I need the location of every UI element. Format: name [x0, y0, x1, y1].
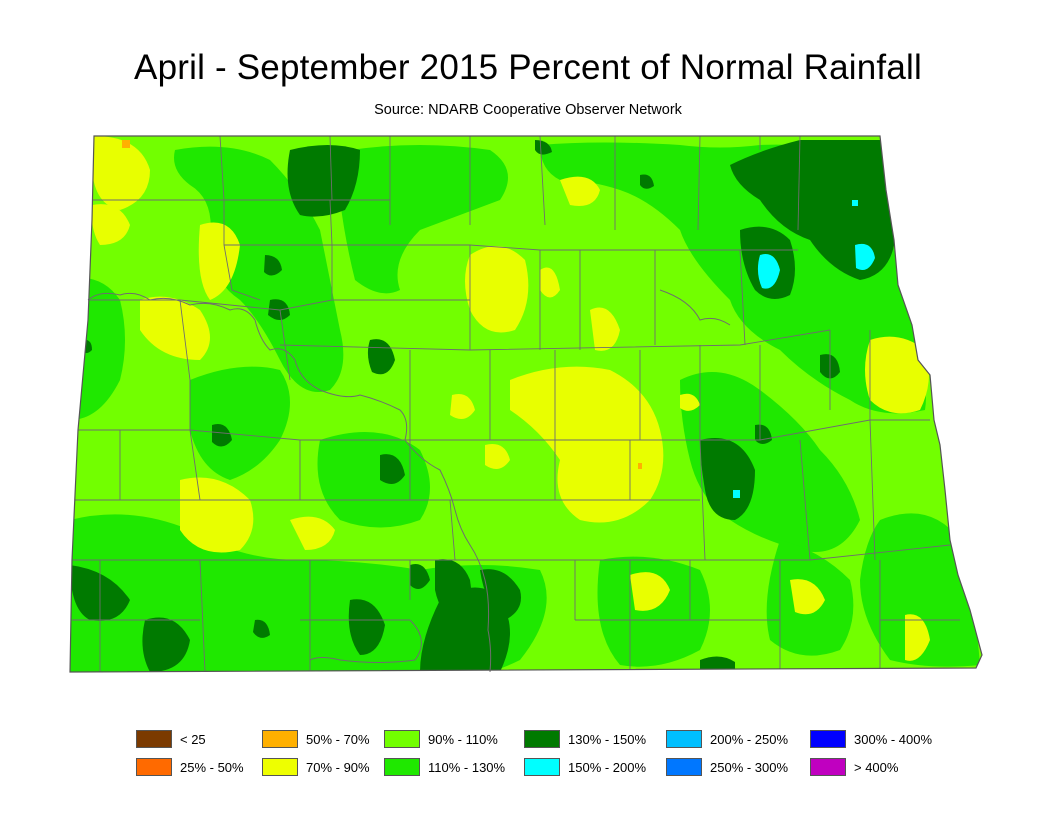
- legend-swatch: [384, 758, 420, 776]
- legend-item: 50% - 70%: [262, 730, 370, 748]
- well-above-normal-regions: [70, 140, 895, 672]
- much-above-normal-regions: [733, 200, 875, 498]
- legend-swatch: [666, 758, 702, 776]
- legend-swatch: [524, 758, 560, 776]
- legend-label: 250% - 300%: [710, 759, 789, 775]
- legend-item: 70% - 90%: [262, 758, 370, 776]
- legend-item: 130% - 150%: [524, 730, 646, 748]
- legend-swatch: [262, 730, 298, 748]
- legend-item: < 25: [136, 730, 206, 748]
- state-outline: [69, 135, 983, 673]
- legend-label: 25% - 50%: [180, 759, 244, 775]
- legend-label: 110% - 130%: [428, 759, 506, 775]
- river-lines: [87, 289, 731, 673]
- legend-item: > 400%: [810, 758, 898, 776]
- legend-item: 250% - 300%: [666, 758, 788, 776]
- above-normal-regions: [70, 142, 980, 672]
- county-boundaries: [72, 136, 960, 672]
- legend-label: 300% - 400%: [854, 731, 933, 747]
- legend-label: > 400%: [854, 759, 899, 775]
- legend-label: 50% - 70%: [306, 731, 370, 747]
- legend-label: 90% - 110%: [428, 731, 498, 747]
- legend-label: 150% - 200%: [568, 759, 647, 775]
- legend-swatch: [524, 730, 560, 748]
- legend-item: 300% - 400%: [810, 730, 932, 748]
- below-normal-regions: [91, 136, 930, 661]
- map-subtitle: Source: NDARB Cooperative Observer Netwo…: [374, 102, 682, 118]
- legend-swatch: [810, 758, 846, 776]
- legend-label: 130% - 150%: [568, 731, 647, 747]
- legend-item: 90% - 110%: [384, 730, 498, 748]
- legend-swatch: [136, 730, 172, 748]
- legend-swatch: [262, 758, 298, 776]
- map-title: April - September 2015 Percent of Normal…: [134, 48, 922, 87]
- legend-label: 70% - 90%: [306, 759, 370, 775]
- legend-item: 200% - 250%: [666, 730, 788, 748]
- legend-item: 25% - 50%: [136, 758, 244, 776]
- legend-swatch: [136, 758, 172, 776]
- legend-swatch: [384, 730, 420, 748]
- legend-item: 110% - 130%: [384, 758, 505, 776]
- legend-swatch: [810, 730, 846, 748]
- legend-swatch: [666, 730, 702, 748]
- state-fill: [70, 136, 982, 672]
- legend-label: < 25: [180, 731, 206, 747]
- legend-label: 200% - 250%: [710, 731, 789, 747]
- dry-spot-regions: [122, 140, 642, 469]
- legend-item: 150% - 200%: [524, 758, 646, 776]
